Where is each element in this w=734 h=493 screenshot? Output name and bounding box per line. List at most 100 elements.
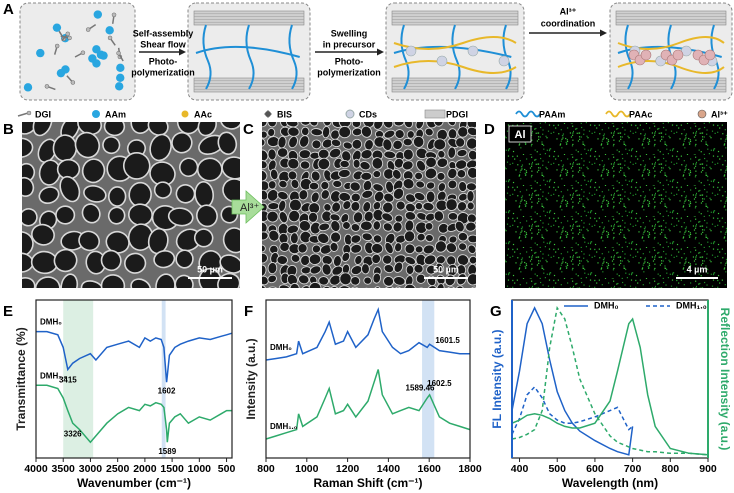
sem-pore [384, 241, 394, 255]
sem-pore [479, 179, 491, 190]
sem-pore [277, 191, 289, 201]
x-tick-label: 1500 [160, 463, 184, 475]
sem-pore [361, 263, 370, 275]
sem-pore [266, 210, 279, 223]
sem-pore [130, 278, 152, 288]
sem-pore [290, 232, 299, 245]
sem-pore [447, 128, 458, 140]
sem-pore [350, 243, 363, 254]
sem-pore [262, 231, 269, 241]
y2-axis-title: Reflection Intensity (a.u.) [718, 308, 732, 451]
sem-pore [269, 168, 279, 181]
sem-pore [102, 136, 121, 155]
sem-pore [382, 222, 393, 232]
sem-pore [307, 211, 319, 223]
sem-pore [371, 157, 384, 170]
sem-pore [298, 189, 309, 201]
aam-monomer [92, 45, 101, 54]
series-label: DMH₁.₀ [270, 422, 298, 431]
sem-pore [22, 208, 38, 227]
sem-pore [436, 171, 446, 181]
series-line [36, 330, 233, 383]
sem-pore [436, 283, 445, 288]
sem-pore [478, 253, 491, 265]
sem-pore [147, 122, 169, 136]
sem-pore [415, 273, 426, 284]
paam-chain [624, 24, 634, 90]
sem-pore [320, 180, 330, 191]
series-label: DMH₁.₀ [40, 371, 68, 380]
sem-pore [359, 161, 371, 171]
sem-pore [330, 231, 342, 243]
sem-pore [466, 137, 476, 150]
sem-pore [309, 122, 319, 127]
sem-pore [479, 243, 491, 252]
sem-pore [22, 137, 34, 158]
schematic-box [385, 2, 525, 101]
sem-pore [447, 146, 457, 159]
series-line [511, 305, 709, 456]
pdgi-layer [193, 10, 305, 26]
sem-pore [53, 248, 78, 273]
series-label: DMH₀ [40, 318, 62, 327]
sem-pore [171, 131, 193, 154]
sem-pore [323, 203, 332, 212]
sem-pore [308, 181, 320, 191]
sem-pore [402, 178, 415, 190]
sem-pore [404, 243, 416, 255]
sem-pore [330, 138, 342, 148]
sem-pore [267, 180, 277, 190]
sem-pore [402, 148, 414, 161]
sem-pore [414, 201, 424, 211]
sem-pore [402, 160, 414, 171]
sem-pore [279, 241, 290, 252]
sem-pore [425, 233, 434, 243]
sem-pore [338, 125, 352, 139]
sem-pore [193, 228, 214, 248]
sem-pore [424, 167, 438, 180]
sem-pore [300, 122, 312, 126]
sem-pore [354, 255, 363, 265]
sem-pore [383, 129, 396, 139]
y-axis-title: FL Intensity (a.u.) [490, 329, 504, 428]
annotation: 1602 [158, 387, 176, 396]
sem-pore [267, 202, 280, 211]
y-axis-title: Transmittance (%) [14, 327, 28, 430]
sem-pore [454, 220, 465, 233]
dgi-head [111, 12, 117, 18]
x-tick-label: 3500 [52, 463, 76, 475]
sem-pore [311, 139, 322, 150]
sem-pore [311, 244, 322, 254]
sem-pore [262, 244, 266, 253]
sem-pore [360, 125, 372, 138]
sem-pore [317, 157, 331, 171]
paam-chain [288, 24, 298, 90]
sem-pore [80, 280, 105, 288]
sem-pore [373, 286, 382, 288]
x-tick-label: 2000 [133, 463, 157, 475]
sem-pore [415, 180, 426, 189]
schematic-box [19, 2, 136, 101]
legend-icon [697, 109, 707, 119]
sem-pore [360, 171, 373, 181]
sem-pore [392, 169, 402, 180]
sem-pore [433, 122, 444, 127]
sem-pore [298, 274, 310, 285]
x-tick-label: 1200 [336, 463, 360, 475]
sem-pore [267, 274, 277, 284]
sem-pore [466, 126, 476, 137]
sem-pore [406, 130, 415, 139]
legend-label: DMH₁.₀ [676, 300, 707, 310]
sem-pore [308, 253, 322, 266]
sem-pore [103, 294, 136, 328]
aam-monomer [99, 51, 108, 60]
sem-pore [403, 104, 416, 116]
aam-monomer [36, 48, 45, 58]
x-tick-label: 500 [218, 463, 236, 475]
sem-pore [338, 191, 351, 202]
sem-pore [247, 232, 260, 243]
legend-icon [605, 110, 631, 118]
sem-pore [0, 155, 6, 176]
sem-pore [455, 137, 466, 148]
sem-pore [362, 201, 372, 213]
